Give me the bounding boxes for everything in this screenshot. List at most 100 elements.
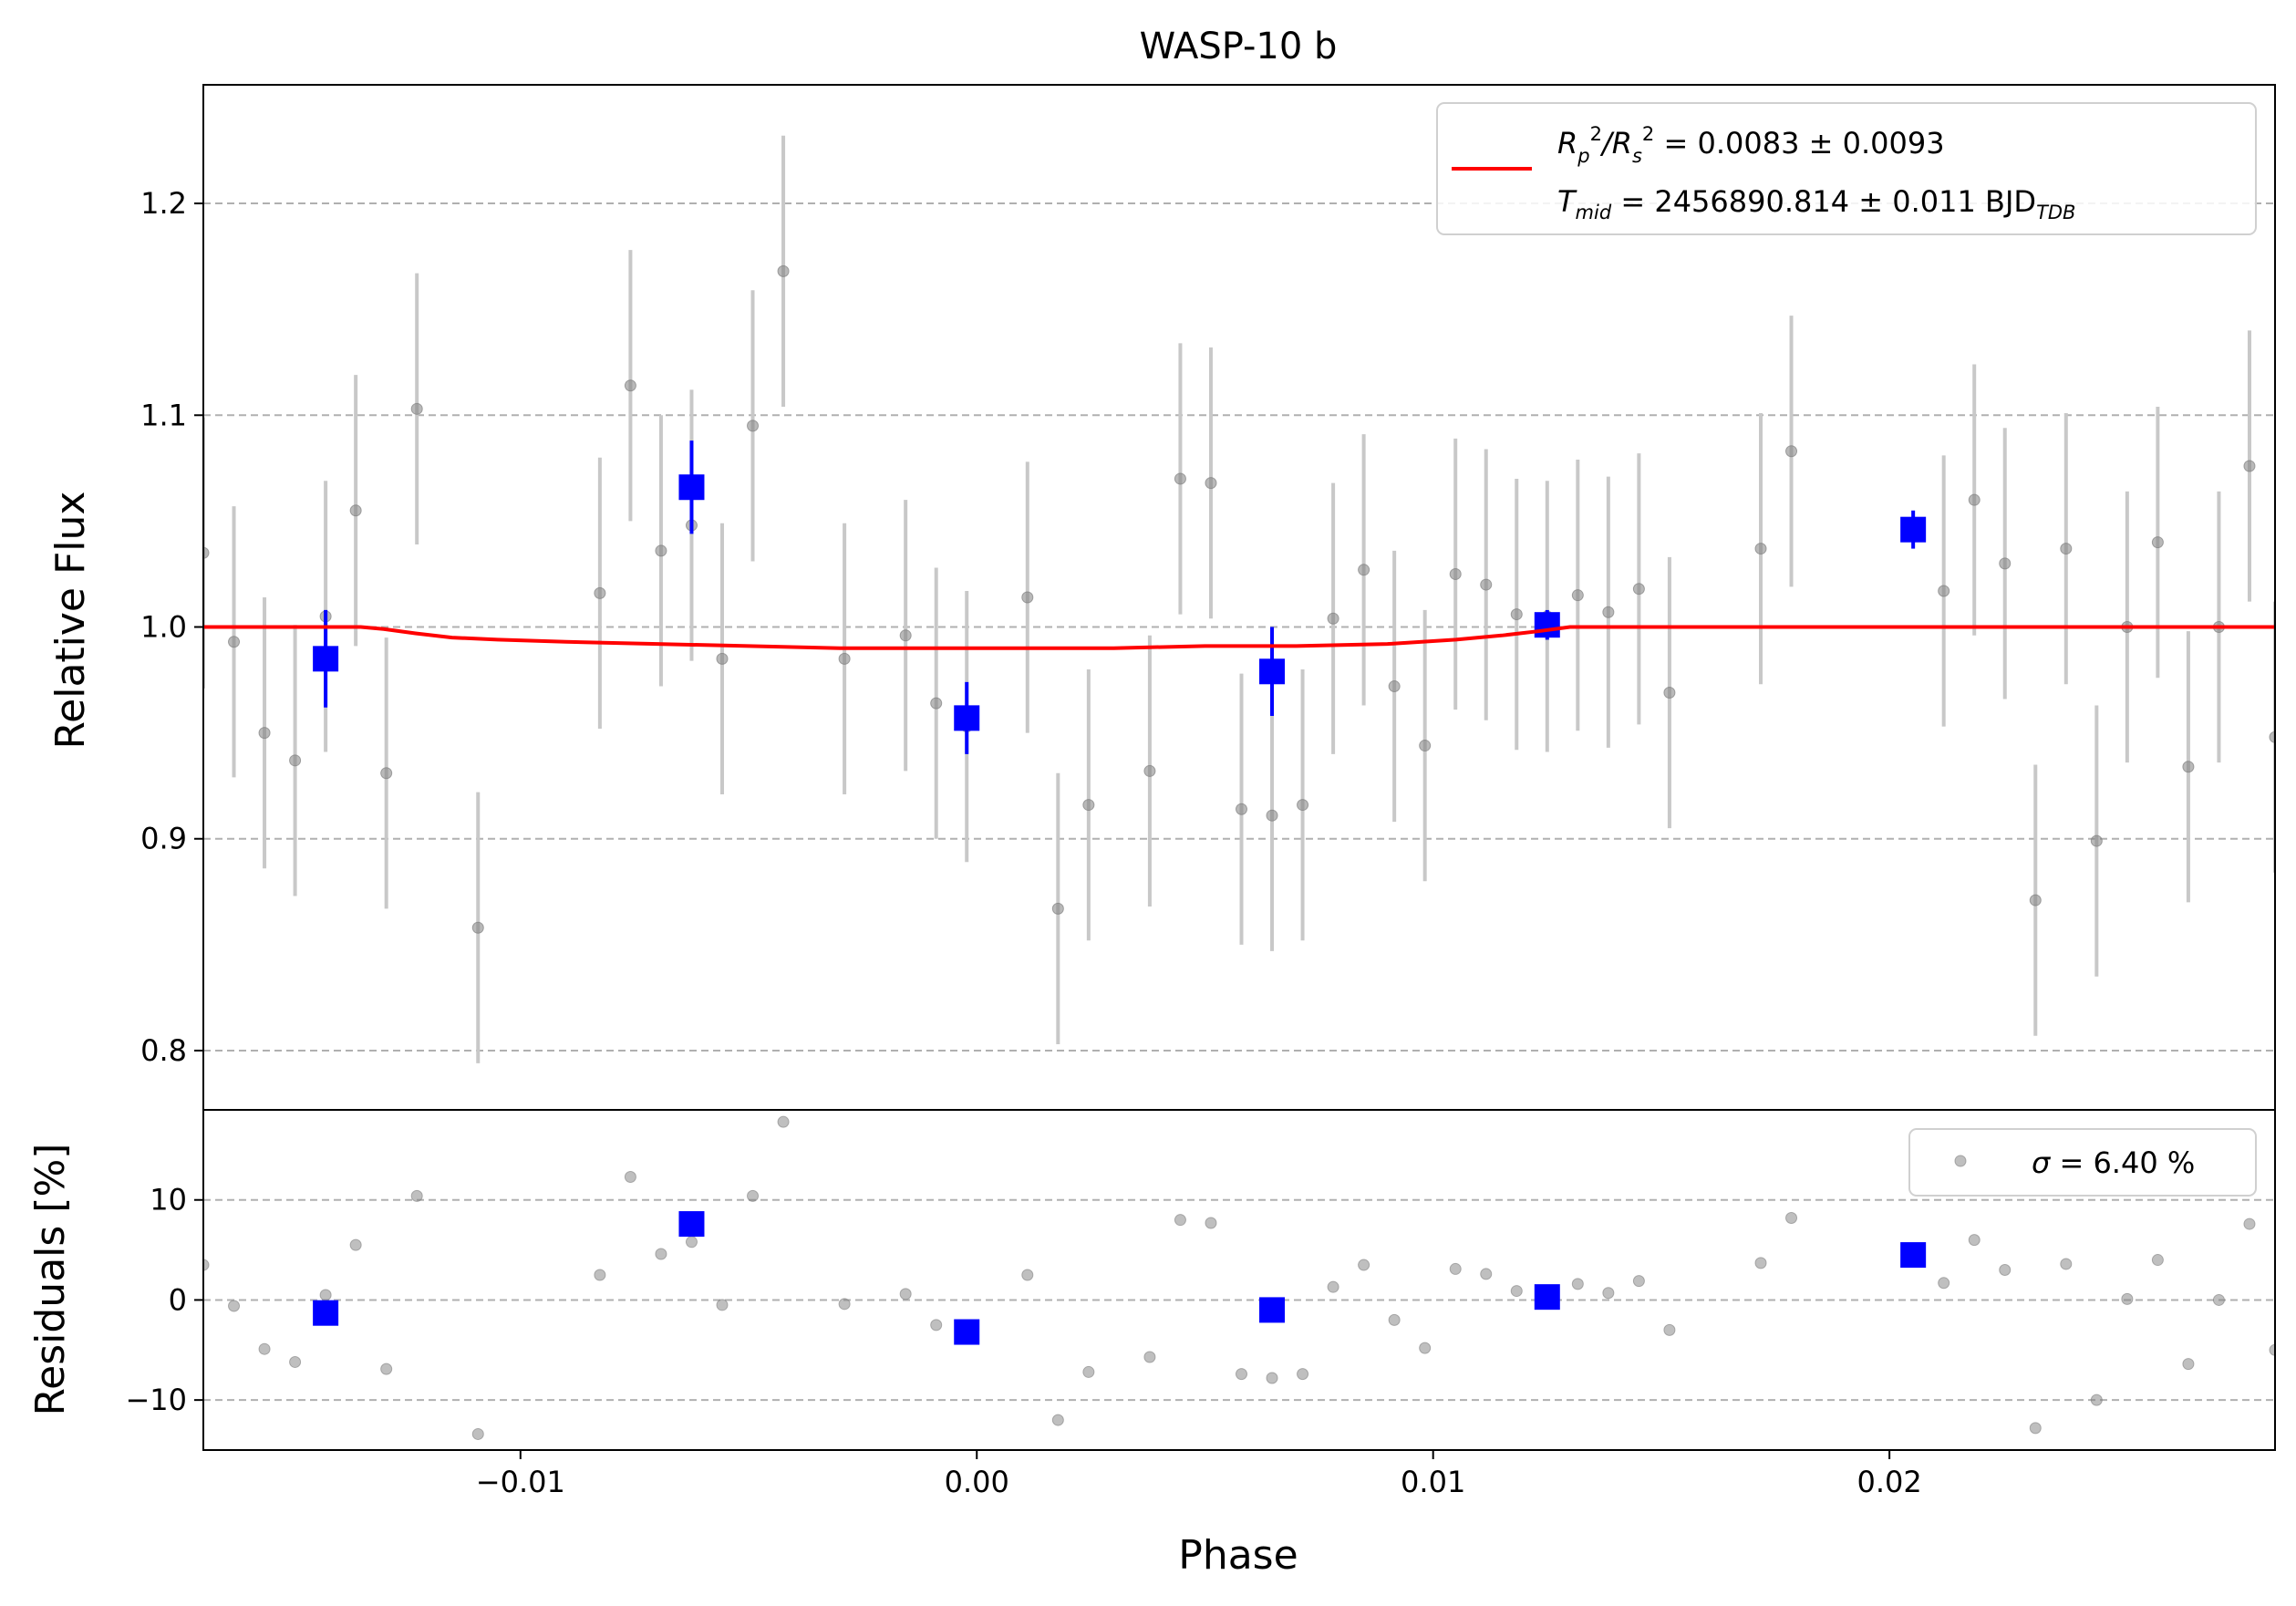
residual-raw-point xyxy=(2060,1258,2073,1270)
residuals-legend-box xyxy=(1908,1128,2257,1197)
flux-binned-point xyxy=(313,646,339,672)
flux-raw-point xyxy=(838,652,851,665)
flux-raw-point xyxy=(1754,543,1767,555)
flux-panel: 0.8 0.9 1.0 1.1 1.2 Relative Flux Rp2/Rs2 = … xyxy=(47,84,2276,1111)
flux-legend: Rp2/Rs2 = 0.0083 ± 0.0093 Tmid = 2456890… xyxy=(1436,102,2257,235)
flux-raw-point xyxy=(410,402,423,415)
residuals-legend: σ = 6.40 % xyxy=(1908,1128,2257,1197)
flux-raw-point xyxy=(2269,730,2275,743)
flux-raw-point xyxy=(1297,799,1309,812)
x-axis-label: Phase xyxy=(1178,1532,1298,1579)
residual-raw-point xyxy=(1480,1268,1493,1280)
residuals-raw-points xyxy=(203,1115,2275,1440)
flux-raw-point xyxy=(349,504,362,517)
flux-raw-point xyxy=(471,921,484,934)
residuals-y-axis-label: Residuals [%] xyxy=(27,1144,74,1416)
flux-raw-point xyxy=(899,629,912,642)
flux-raw-point xyxy=(1143,764,1156,777)
flux-raw-point xyxy=(1632,583,1645,596)
residual-raw-point xyxy=(1051,1414,1064,1426)
flux-y-axis-label: Relative Flux xyxy=(47,492,94,750)
residual-binned-point xyxy=(678,1211,705,1238)
residual-raw-point xyxy=(899,1288,912,1300)
residual-raw-point xyxy=(471,1427,484,1440)
chart-title: WASP-10 b xyxy=(1140,26,1338,67)
residual-raw-point xyxy=(2243,1217,2256,1230)
flux-raw-point xyxy=(655,544,667,557)
legend-sigma: σ = 6.40 % xyxy=(2032,1145,2195,1180)
residual-raw-point xyxy=(1358,1259,1370,1271)
residual-raw-point xyxy=(2269,1343,2275,1356)
residual-raw-point xyxy=(319,1289,332,1301)
residual-binned-point xyxy=(1259,1297,1286,1323)
residuals-grid xyxy=(203,1198,2275,1402)
flux-y-tick-label: 1.2 xyxy=(140,186,187,221)
residual-binned-point xyxy=(1900,1242,1927,1269)
residual-raw-point xyxy=(1968,1234,1981,1247)
flux-legend-box xyxy=(1436,102,2257,235)
residual-raw-point xyxy=(2151,1254,2164,1267)
residual-raw-point xyxy=(1663,1323,1676,1336)
flux-raw-point xyxy=(1999,557,2012,570)
residual-raw-point xyxy=(930,1319,943,1331)
residual-raw-point xyxy=(349,1238,362,1251)
residual-raw-point xyxy=(1754,1257,1767,1269)
residual-raw-point xyxy=(1174,1214,1186,1227)
residual-raw-point xyxy=(1571,1278,1584,1290)
residual-raw-point xyxy=(2182,1358,2195,1371)
flux-raw-point xyxy=(716,652,729,665)
residuals-y-tick-label: −10 xyxy=(125,1383,187,1417)
residual-raw-point xyxy=(410,1189,423,1202)
flux-raw-point xyxy=(228,636,241,648)
residuals-y-tick-label: 10 xyxy=(150,1183,187,1217)
flux-y-tick-label: 0.8 xyxy=(140,1033,187,1068)
legend-midtransit-time: Tmid = 2456890.814 ± 0.011 BJDTDB xyxy=(1557,184,2075,223)
flux-raw-point xyxy=(930,697,943,710)
flux-y-tick-label: 0.9 xyxy=(140,822,187,856)
transit-model-line xyxy=(203,625,2275,650)
residual-raw-point xyxy=(1327,1280,1339,1293)
flux-raw-point xyxy=(1663,687,1676,699)
flux-raw-point xyxy=(1327,612,1339,625)
residual-raw-point xyxy=(1785,1211,1798,1224)
residual-binned-point xyxy=(954,1319,980,1345)
flux-raw-point xyxy=(2243,460,2256,472)
residual-raw-point xyxy=(228,1300,241,1312)
flux-y-tick-label: 1.0 xyxy=(140,610,187,645)
flux-raw-point xyxy=(777,264,790,277)
residual-raw-point xyxy=(1297,1368,1309,1381)
flux-raw-point xyxy=(2060,543,2073,555)
residual-raw-point xyxy=(1938,1277,1950,1290)
flux-binned-point xyxy=(954,705,980,731)
residual-raw-point xyxy=(1266,1372,1278,1384)
flux-raw-point xyxy=(1419,740,1432,752)
flux-raw-point xyxy=(1051,902,1064,915)
residual-raw-point xyxy=(1021,1269,1034,1281)
residual-raw-point xyxy=(289,1355,302,1368)
residual-raw-point xyxy=(747,1189,760,1202)
flux-raw-point xyxy=(203,546,210,559)
residuals-binned-points xyxy=(313,1211,1927,1345)
flux-raw-point xyxy=(624,379,636,392)
flux-raw-point xyxy=(1388,680,1401,693)
flux-binned-point xyxy=(678,474,705,501)
residual-raw-point xyxy=(258,1342,271,1355)
flux-raw-point xyxy=(2090,834,2103,847)
flux-binned-point xyxy=(1259,658,1286,685)
residual-raw-point xyxy=(1449,1262,1462,1275)
x-tick-label: −0.01 xyxy=(476,1465,565,1499)
residual-raw-point xyxy=(1143,1351,1156,1363)
flux-raw-point xyxy=(380,767,393,780)
flux-raw-point xyxy=(2029,894,2042,907)
flux-raw-point xyxy=(1205,477,1217,490)
flux-raw-point xyxy=(1021,591,1034,604)
residual-raw-point xyxy=(1602,1287,1615,1300)
residual-binned-point xyxy=(1534,1284,1560,1311)
flux-raw-points xyxy=(203,135,2275,1063)
residuals-panel: −10 0 10 Residuals [%] σ = 6.40 % xyxy=(27,1109,2276,1451)
residual-raw-point xyxy=(1510,1285,1523,1298)
x-tick-label: 0.01 xyxy=(1401,1465,1465,1499)
residual-raw-point xyxy=(777,1115,790,1128)
residual-raw-point xyxy=(685,1236,698,1249)
legend-residual-marker xyxy=(1954,1155,1967,1167)
